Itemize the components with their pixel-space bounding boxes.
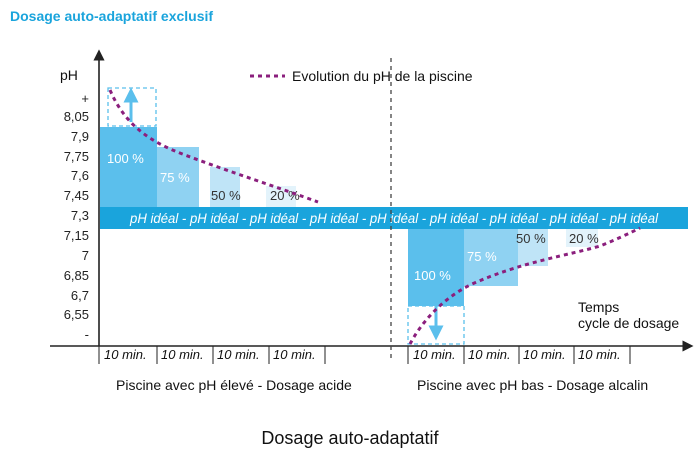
y-tick-7-6: 7,6 <box>71 168 89 183</box>
left-period-1: 10 min. <box>104 347 147 362</box>
left-period-3: 10 min. <box>217 347 260 362</box>
y-tick-8-05: 8,05 <box>64 109 89 124</box>
right-period-2: 10 min. <box>468 347 511 362</box>
footer-caption: Dosage auto-adaptatif <box>261 428 439 448</box>
y-axis-label: pH <box>60 67 78 83</box>
right-period-ticks <box>407 346 631 364</box>
y-tick-6-7: 6,7 <box>71 288 89 303</box>
ideal-ph-band <box>100 207 688 229</box>
right-step-20 <box>566 229 598 247</box>
header-title: Dosage auto-adaptatif exclusif <box>10 8 213 24</box>
right-step-75-label: 75 % <box>467 249 497 264</box>
legend-label: Evolution du pH de la piscine <box>292 68 473 84</box>
left-step-100 <box>100 127 157 207</box>
x-axis-label-line1: Temps <box>578 299 619 315</box>
y-tick-7-45: 7,45 <box>64 188 89 203</box>
y-tick-7: 7 <box>82 248 89 263</box>
left-panel-caption: Piscine avec pH élevé - Dosage acide <box>116 377 352 393</box>
left-ph-curve <box>108 89 319 204</box>
right-step-50-label: 50 % <box>516 231 546 246</box>
x-axis-label-line2: cycle de dosage <box>578 315 679 331</box>
left-period-4: 10 min. <box>273 347 316 362</box>
right-step-100-label: 100 % <box>414 268 451 283</box>
ideal-ph-band-text: pH idéal - pH idéal - pH idéal - pH idéa… <box>129 210 659 226</box>
left-step-20-label: 20 % <box>270 188 300 203</box>
right-step-100 <box>408 229 464 306</box>
y-tick-7-3: 7,3 <box>71 208 89 223</box>
left-step-75 <box>157 147 199 207</box>
right-panel-caption: Piscine avec pH bas - Dosage alcalin <box>417 377 648 393</box>
right-period-4: 10 min. <box>578 347 621 362</box>
left-step-100-label: 100 % <box>107 151 144 166</box>
right-period-3: 10 min. <box>523 347 566 362</box>
right-period-1: 10 min. <box>413 347 456 362</box>
left-step-75-label: 75 % <box>160 170 190 185</box>
y-tick-minus: - <box>85 327 89 342</box>
y-tick-6-55: 6,55 <box>64 307 89 322</box>
right-step-20-label: 20 % <box>569 231 599 246</box>
y-tick-7-15: 7,15 <box>64 228 89 243</box>
y-tick-labels: + 8,05 7,9 7,75 7,6 7,45 7,3 7,15 7 6,85… <box>64 91 89 342</box>
right-step-75 <box>464 229 518 286</box>
left-period-ticks <box>98 346 326 364</box>
y-tick-7-9: 7,9 <box>71 129 89 144</box>
y-tick-plus: + <box>81 91 89 106</box>
left-period-2: 10 min. <box>161 347 204 362</box>
y-tick-7-75: 7,75 <box>64 149 89 164</box>
y-tick-6-85: 6,85 <box>64 268 89 283</box>
left-step-20 <box>266 186 296 207</box>
left-step-50-label: 50 % <box>211 188 241 203</box>
